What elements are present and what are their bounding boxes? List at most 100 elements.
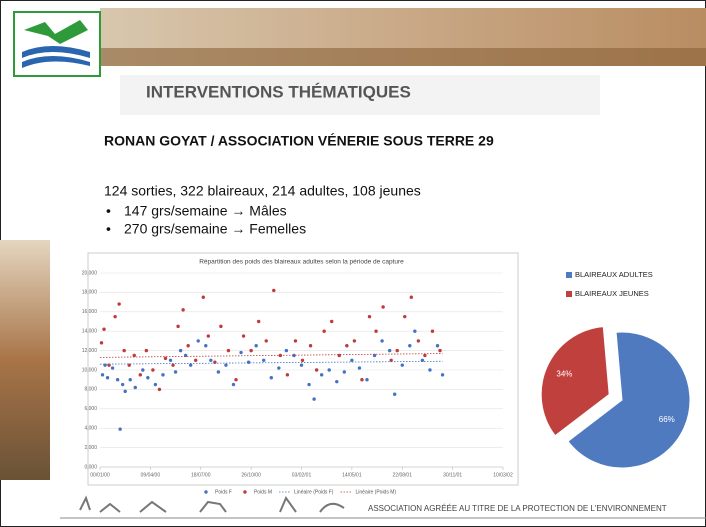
legend-swatch xyxy=(204,490,207,493)
y-tick-label: 4,000 xyxy=(84,426,97,432)
data-point xyxy=(219,325,222,328)
legend-swatch xyxy=(566,272,572,278)
data-point xyxy=(118,427,121,430)
data-point xyxy=(134,386,137,389)
y-tick-label: 12,000 xyxy=(82,348,98,354)
y-tick-label: 16,000 xyxy=(82,309,98,315)
data-point xyxy=(330,320,333,323)
data-point xyxy=(338,354,341,357)
data-point xyxy=(365,378,368,381)
y-tick-label: 6,000 xyxy=(84,406,97,412)
data-point xyxy=(257,320,260,323)
data-point xyxy=(169,359,172,362)
data-point xyxy=(181,308,184,311)
data-point xyxy=(141,368,144,371)
x-tick-label: 26/10/00 xyxy=(241,472,261,478)
data-point xyxy=(242,334,245,337)
y-tick-label: 14,000 xyxy=(82,329,98,335)
slide-subtitle: RONAN GOYAT / ASSOCIATION VÉNERIE SOUS T… xyxy=(104,133,494,149)
data-point xyxy=(403,315,406,318)
bullet-dot: • xyxy=(106,203,111,219)
slide-title: INTERVENTIONS THÉMATIQUES xyxy=(146,82,411,101)
data-point xyxy=(161,373,164,376)
data-point xyxy=(396,349,399,352)
data-point xyxy=(116,378,119,381)
data-point xyxy=(151,368,154,371)
data-point xyxy=(381,305,384,308)
data-point xyxy=(179,349,182,352)
legend-label: BLAIREAUX ADULTES xyxy=(575,270,653,279)
data-point xyxy=(139,373,142,376)
legend-label: Linéaire (Poids F) xyxy=(294,489,334,495)
data-point xyxy=(285,349,288,352)
chart-title: Répartition des poids des blaireaux adul… xyxy=(199,259,404,266)
bullet: 147 grs/semaine → Mâles xyxy=(124,203,287,219)
data-point xyxy=(247,361,250,364)
data-point xyxy=(360,378,363,381)
legend-label: Poids F xyxy=(215,489,232,495)
data-point xyxy=(254,344,257,347)
header-ground xyxy=(100,48,706,66)
x-tick-label: 14/05/01 xyxy=(342,472,362,478)
x-tick-label: 03/02/01 xyxy=(292,472,312,478)
data-point xyxy=(307,383,310,386)
data-point xyxy=(320,373,323,376)
y-tick-label: 2,000 xyxy=(84,445,97,451)
slide-canvas: INTERVENTIONS THÉMATIQUES RONAN GOYAT / … xyxy=(0,0,706,527)
y-tick-label: 20,000 xyxy=(82,270,98,276)
data-point xyxy=(374,330,377,333)
data-point xyxy=(234,378,237,381)
data-point xyxy=(145,349,148,352)
data-point xyxy=(154,383,157,386)
data-point xyxy=(436,344,439,347)
data-point xyxy=(249,349,252,352)
data-point xyxy=(171,363,174,366)
logo-box xyxy=(14,12,100,76)
data-point xyxy=(301,359,304,362)
data-point xyxy=(328,368,331,371)
data-point xyxy=(300,363,303,366)
side-photo xyxy=(0,240,50,480)
data-point xyxy=(322,330,325,333)
summary: 124 sorties, 322 blaireaux, 214 adultes,… xyxy=(104,183,421,199)
data-point xyxy=(368,315,371,318)
y-tick-label: 0,000 xyxy=(84,464,97,470)
data-point xyxy=(309,344,312,347)
data-point xyxy=(353,339,356,342)
legend-label: Linéaire (Poids M) xyxy=(355,489,396,495)
x-tick-label: 22/08/01 xyxy=(393,472,413,478)
data-point xyxy=(100,341,103,344)
legend-swatch xyxy=(566,291,572,297)
x-tick-label: 10/03/02 xyxy=(493,472,513,478)
data-point xyxy=(122,349,125,352)
data-point xyxy=(111,366,114,369)
data-point xyxy=(294,339,297,342)
bullet: 270 grs/semaine → Femelles xyxy=(124,221,306,237)
data-point xyxy=(380,339,383,342)
data-point xyxy=(186,344,189,347)
data-point xyxy=(207,334,210,337)
data-point xyxy=(217,370,220,373)
data-point xyxy=(101,373,104,376)
legend-label: Poids M xyxy=(254,489,272,495)
data-point xyxy=(121,383,124,386)
data-point xyxy=(428,368,431,371)
x-tick-label: 30/11/01 xyxy=(443,472,462,478)
data-point xyxy=(335,380,338,383)
data-point xyxy=(164,357,167,360)
data-point xyxy=(106,376,109,379)
data-point xyxy=(270,376,273,379)
data-point xyxy=(441,373,444,376)
y-tick-label: 10,000 xyxy=(82,367,98,373)
data-point xyxy=(431,330,434,333)
legend-label: BLAIREAUX JEUNES xyxy=(575,289,649,298)
data-point xyxy=(239,351,242,354)
data-point xyxy=(438,349,441,352)
data-point xyxy=(277,366,280,369)
data-point xyxy=(413,330,416,333)
data-point xyxy=(194,359,197,362)
y-tick-label: 18,000 xyxy=(82,290,98,296)
x-tick-label: 09/04/00 xyxy=(141,472,161,478)
pie-label: 34% xyxy=(556,370,572,379)
data-point xyxy=(423,354,426,357)
